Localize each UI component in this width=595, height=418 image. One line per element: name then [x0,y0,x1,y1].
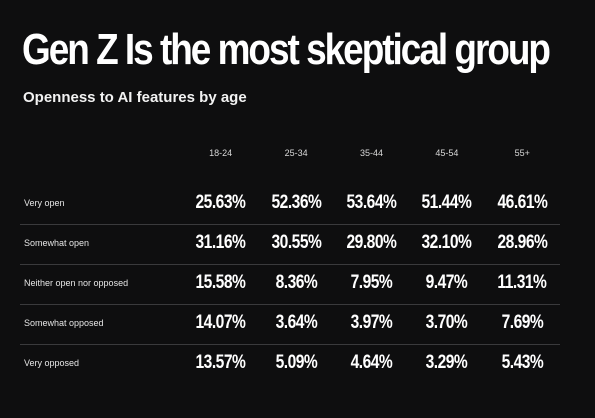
value-text: 29.80% [346,232,397,253]
row-label: Very open [20,184,183,225]
value-cell: 51.44% [409,184,485,225]
row-label: Somewhat opposed [20,304,183,345]
page-title: Gen Z Is the most skeptical group [22,25,551,74]
value-cell: 53.64% [333,184,410,225]
value-text: 13.57% [195,352,246,374]
value-text: 8.36% [275,272,317,293]
value-text: 3.64% [275,312,317,333]
value-text: 11.31% [497,272,548,293]
value-cell: 30.55% [258,224,334,265]
value-cell: 9.47% [409,264,485,305]
column-header: 55+ [514,148,530,158]
value-cell: 3.29% [409,344,484,384]
value-cell: 15.58% [183,264,259,305]
table-row: Neither open nor opposed 15.58% 8.36% 7.… [20,264,560,305]
column-header: 35-44 [359,148,383,158]
value-cell: 7.95% [333,264,410,305]
header-blank-cell [20,140,183,184]
table-row: Very open 25.63% 52.36% 53.64% 51.44% 46… [20,184,560,225]
value-text: 14.07% [195,312,246,333]
value-text: 32.10% [421,232,472,253]
table-row: Somewhat open 31.16% 30.55% 29.80% 32.10… [20,224,560,265]
column-header: 45-54 [435,148,459,158]
value-text: 46.61% [497,191,548,213]
value-text: 5.43% [501,352,544,374]
value-text: 52.36% [271,191,322,213]
value-text: 25.63% [195,191,246,213]
value-cell: 31.16% [183,224,259,265]
table-row: Very opposed 13.57% 5.09% 4.64% 3.29% 5.… [20,344,560,384]
value-cell: 46.61% [484,184,560,225]
table-row: Somewhat opposed 14.07% 3.64% 3.97% 3.70… [20,304,560,345]
value-cell: 3.97% [333,304,410,345]
row-label: Somewhat open [20,224,183,265]
column-header: 25-34 [284,148,308,158]
value-cell: 5.43% [485,344,560,384]
value-cell: 7.69% [484,304,560,345]
value-cell: 32.10% [409,224,485,265]
value-text: 53.64% [346,191,397,213]
table-header-row: 18-24 25-34 35-44 45-54 55+ [20,140,560,184]
value-cell: 11.31% [484,264,560,305]
value-text: 3.97% [350,312,393,333]
column-header: 18-24 [209,148,233,158]
value-cell: 14.07% [183,304,259,345]
value-text: 3.70% [426,312,468,333]
row-label: Very opposed [24,358,80,369]
page-subtitle: Openness to AI features by age [23,89,247,106]
value-cell: 52.36% [258,184,334,225]
value-text: 7.69% [501,312,544,333]
value-text: 4.64% [350,352,393,374]
value-text: 30.55% [271,232,322,253]
value-cell: 5.09% [258,344,333,384]
value-cell: 4.64% [334,344,409,384]
value-cell: 13.57% [183,344,258,384]
value-cell: 29.80% [333,224,410,265]
value-cell: 25.63% [183,184,259,225]
value-text: 9.47% [426,272,468,293]
value-cell: 3.64% [258,304,334,345]
value-cell: 8.36% [258,264,334,305]
value-text: 28.96% [497,232,548,253]
value-cell: 28.96% [484,224,560,265]
value-text: 51.44% [421,191,472,213]
value-text: 7.95% [350,272,393,293]
value-text: 31.16% [195,232,246,253]
value-cell: 3.70% [409,304,485,345]
openness-table: 18-24 25-34 35-44 45-54 55+ Very open 25… [20,140,560,384]
value-text: 3.29% [426,352,468,374]
row-label: Neither open nor opposed [20,264,183,305]
value-text: 5.09% [275,352,317,374]
value-text: 15.58% [195,272,246,293]
